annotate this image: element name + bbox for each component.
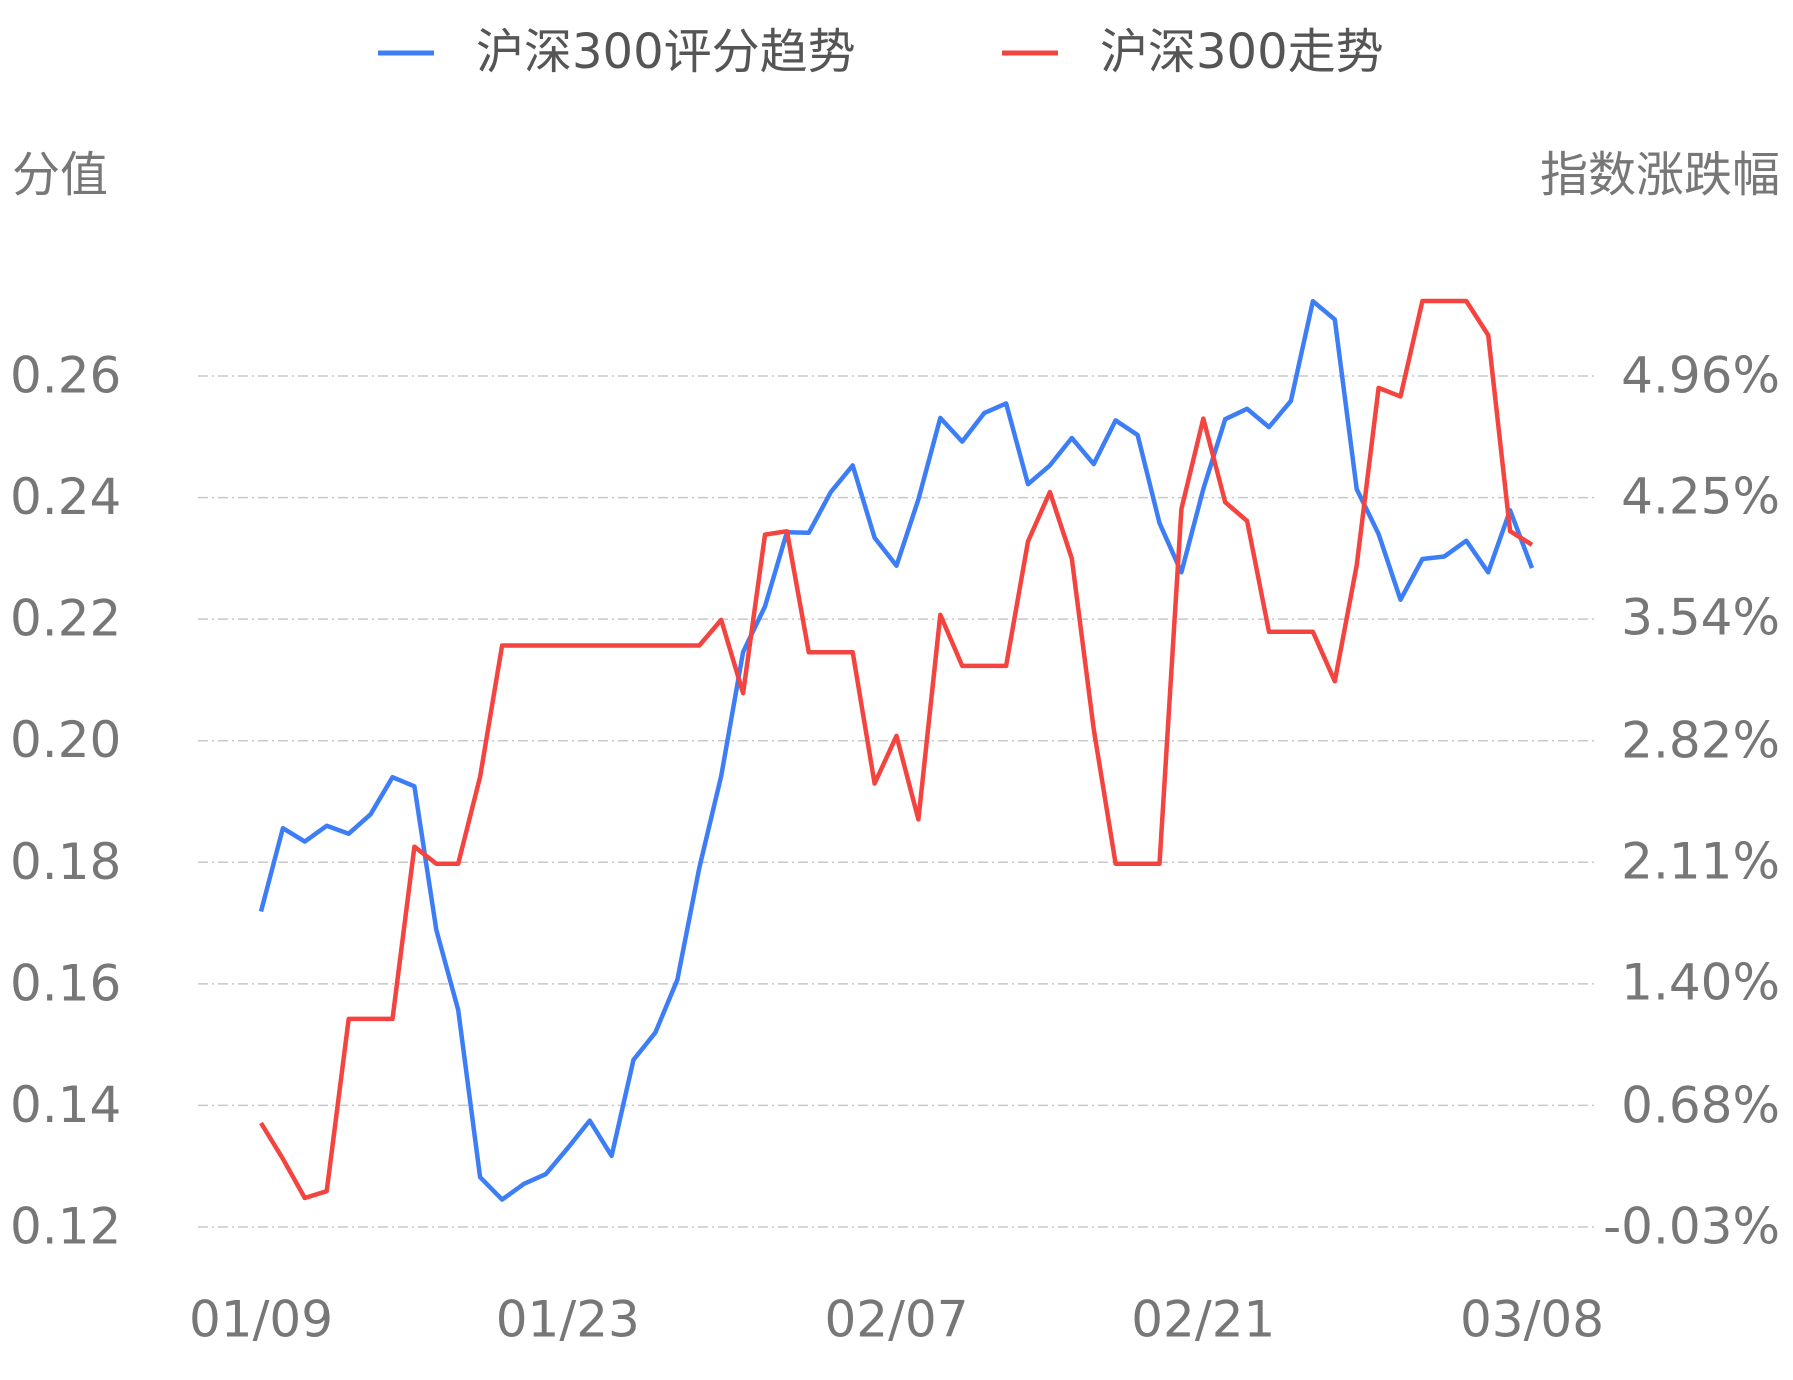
y2-tick-label: 1.40% (1621, 954, 1780, 1012)
legend-label: 沪深300走势 (1100, 24, 1384, 80)
y-tick-label: 0.18 (10, 833, 121, 891)
x-tick-label: 01/23 (496, 1291, 640, 1349)
legend: 沪深300评分趋势 沪深300走势 (378, 24, 1384, 80)
y2-tick-label: 3.54% (1621, 589, 1780, 647)
y-tick-label: 0.26 (10, 347, 121, 405)
y2-axis-title: 指数涨跌幅 (1540, 147, 1780, 203)
y2-tick-label: 4.25% (1621, 468, 1780, 526)
x-tick-label: 03/08 (1460, 1291, 1604, 1349)
y-tick-label: 0.20 (10, 711, 121, 769)
series-line (259, 298, 1534, 1201)
series-line (258, 298, 1535, 1202)
y2-tick-label: 0.68% (1621, 1076, 1780, 1134)
y2-tick-label: 4.96% (1621, 347, 1780, 405)
y-tick-label: 0.14 (10, 1076, 121, 1134)
y-tick-label: 0.24 (10, 468, 121, 526)
y2-tick-label: -0.03% (1603, 1198, 1780, 1256)
y-tick-label: 0.22 (10, 590, 121, 648)
x-tick-label: 01/09 (189, 1291, 333, 1349)
x-tick-label: 02/07 (824, 1291, 968, 1349)
x-tick-label: 02/21 (1131, 1291, 1275, 1349)
y-axis-title: 分值 (12, 147, 108, 203)
y2-tick-label: 2.11% (1621, 833, 1780, 891)
legend-label: 沪深300评分趋势 (476, 24, 856, 80)
y-tick-label: 0.12 (10, 1198, 121, 1256)
y-tick-label: 0.16 (10, 954, 121, 1012)
y2-tick-label: 2.82% (1621, 711, 1780, 769)
